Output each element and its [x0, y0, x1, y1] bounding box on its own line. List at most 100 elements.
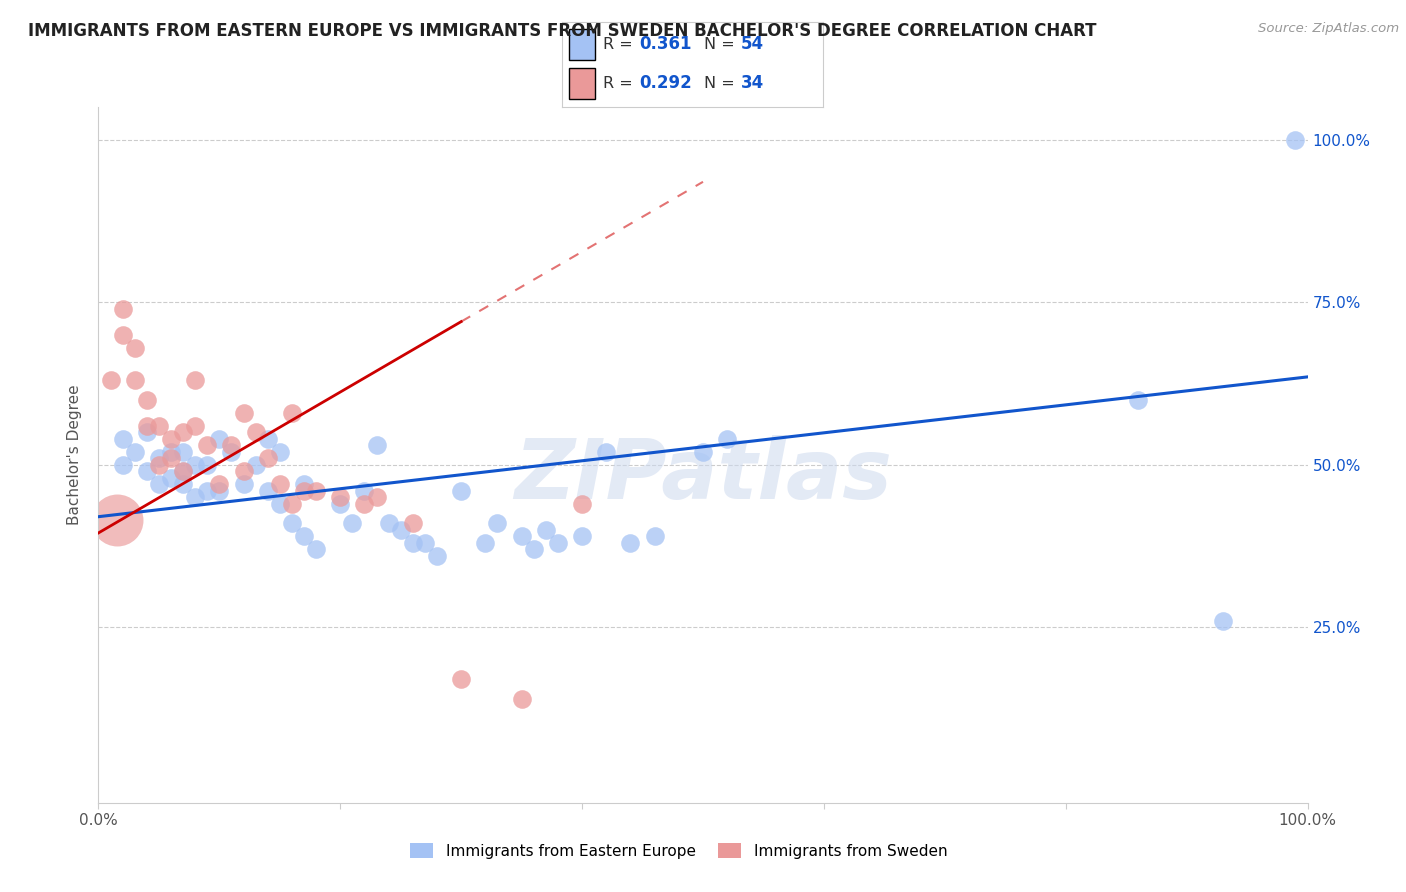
Point [377, 516, 399, 531]
Point [172, 477, 194, 491]
Point [232, 464, 254, 478]
Point [571, 497, 593, 511]
Point [692, 444, 714, 458]
Point [510, 529, 533, 543]
Text: 0.292: 0.292 [640, 74, 692, 92]
Point [619, 535, 641, 549]
Point [148, 458, 170, 472]
Point [124, 341, 146, 355]
Point [111, 327, 134, 342]
Point [245, 425, 267, 439]
Point [281, 516, 304, 531]
Point [426, 549, 449, 563]
Legend: Immigrants from Eastern Europe, Immigrants from Sweden: Immigrants from Eastern Europe, Immigran… [405, 837, 953, 864]
Point [135, 392, 157, 407]
Point [269, 497, 291, 511]
Point [124, 373, 146, 387]
Point [292, 483, 315, 498]
Point [1284, 132, 1306, 146]
Point [716, 432, 738, 446]
Point [232, 477, 254, 491]
Point [366, 438, 388, 452]
Point [148, 477, 170, 491]
Point [269, 477, 291, 491]
Point [195, 438, 218, 452]
Point [329, 490, 352, 504]
Point [281, 497, 304, 511]
Point [160, 451, 183, 466]
Point [111, 458, 134, 472]
Point [111, 301, 134, 316]
Text: R =: R = [603, 76, 637, 91]
Point [402, 516, 425, 531]
Y-axis label: Bachelor's Degree: Bachelor's Degree [67, 384, 83, 525]
Point [413, 535, 436, 549]
Point [184, 490, 207, 504]
Text: 34: 34 [741, 74, 763, 92]
Text: R =: R = [603, 37, 637, 52]
Point [184, 458, 207, 472]
Point [366, 490, 388, 504]
Point [148, 451, 170, 466]
Point [232, 406, 254, 420]
Point [342, 516, 364, 531]
Point [172, 425, 194, 439]
Point [245, 458, 267, 472]
Point [329, 497, 352, 511]
FancyBboxPatch shape [569, 29, 595, 60]
Point [305, 542, 328, 557]
Point [547, 535, 569, 549]
Point [184, 418, 207, 433]
Point [135, 464, 157, 478]
Text: 0.361: 0.361 [640, 36, 692, 54]
Point [148, 418, 170, 433]
Point [1128, 392, 1150, 407]
Point [256, 483, 278, 498]
Point [595, 444, 617, 458]
Point [160, 432, 183, 446]
Point [195, 483, 218, 498]
Point [510, 691, 533, 706]
Point [172, 444, 194, 458]
Point [124, 444, 146, 458]
Point [353, 483, 375, 498]
Point [160, 444, 183, 458]
Point [135, 418, 157, 433]
Point [269, 444, 291, 458]
Point [450, 483, 472, 498]
Point [1212, 614, 1234, 628]
Point [402, 535, 425, 549]
Point [184, 373, 207, 387]
Point [292, 477, 315, 491]
Point [256, 432, 278, 446]
Point [221, 438, 243, 452]
Point [105, 513, 128, 527]
Point [474, 535, 496, 549]
Text: 54: 54 [741, 36, 763, 54]
Text: Source: ZipAtlas.com: Source: ZipAtlas.com [1258, 22, 1399, 36]
Point [135, 425, 157, 439]
Point [208, 483, 231, 498]
Point [221, 444, 243, 458]
Point [281, 406, 304, 420]
Point [450, 672, 472, 686]
Point [486, 516, 509, 531]
Point [571, 529, 593, 543]
Point [292, 529, 315, 543]
Text: IMMIGRANTS FROM EASTERN EUROPE VS IMMIGRANTS FROM SWEDEN BACHELOR'S DEGREE CORRE: IMMIGRANTS FROM EASTERN EUROPE VS IMMIGR… [28, 22, 1097, 40]
Point [534, 523, 557, 537]
FancyBboxPatch shape [569, 68, 595, 99]
Point [389, 523, 412, 537]
Point [172, 464, 194, 478]
Point [523, 542, 546, 557]
Point [100, 373, 122, 387]
Text: N =: N = [704, 37, 740, 52]
Point [195, 458, 218, 472]
Point [172, 464, 194, 478]
Point [644, 529, 666, 543]
Point [208, 432, 231, 446]
Point [208, 477, 231, 491]
Text: N =: N = [704, 76, 740, 91]
Point [353, 497, 375, 511]
Text: ZIPatlas: ZIPatlas [515, 435, 891, 516]
